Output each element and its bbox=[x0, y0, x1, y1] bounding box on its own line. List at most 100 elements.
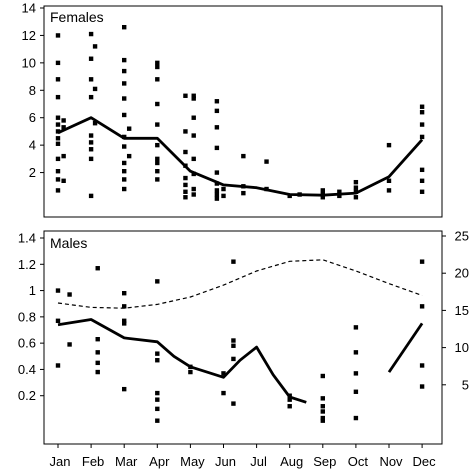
females-data-point bbox=[386, 142, 392, 148]
month-tick-label: Jul bbox=[250, 454, 267, 469]
females-data-point bbox=[61, 178, 66, 183]
females-panel: Females 2 4 6 8 10 12 14 bbox=[22, 1, 443, 218]
females-y-tick-label: 4 bbox=[29, 138, 36, 153]
females-data-point bbox=[155, 142, 160, 148]
males-data-point bbox=[419, 304, 425, 309]
females-data-point bbox=[55, 122, 61, 127]
females-data-point bbox=[320, 188, 325, 193]
males-data-point bbox=[231, 338, 236, 343]
males-data-point bbox=[353, 389, 359, 394]
females-data-point bbox=[419, 104, 425, 109]
females-data-point bbox=[191, 96, 196, 101]
females-data-point bbox=[61, 125, 66, 130]
males-y2-tick-label: 10 bbox=[455, 340, 469, 355]
females-data-point bbox=[88, 147, 94, 152]
month-tick-label: Jun bbox=[215, 454, 236, 469]
females-data-point bbox=[55, 141, 61, 146]
females-panel-title: Females bbox=[50, 9, 104, 25]
males-y-tick-label: 0.8 bbox=[18, 309, 36, 324]
females-y-tick-label: 14 bbox=[22, 1, 36, 16]
males-data-point bbox=[231, 356, 236, 362]
males-y2-tick-label: 20 bbox=[455, 266, 469, 281]
females-data-point bbox=[55, 156, 61, 162]
month-tick-label: Nov bbox=[379, 454, 403, 469]
females-data-point bbox=[353, 195, 359, 200]
females-data-point bbox=[419, 122, 425, 127]
females-data-point bbox=[155, 122, 160, 127]
females-data-point bbox=[55, 60, 61, 66]
females-data-point bbox=[155, 156, 160, 162]
females-data-point bbox=[122, 81, 127, 86]
females-data-point bbox=[92, 44, 98, 49]
males-plot-frame bbox=[43, 230, 443, 445]
females-data-point bbox=[55, 33, 61, 38]
females-data-point bbox=[214, 170, 220, 175]
females-data-point bbox=[191, 133, 196, 138]
males-data-point bbox=[287, 404, 292, 409]
males-right-y-axis: 5 10 15 20 25 bbox=[442, 229, 469, 392]
females-plot-frame bbox=[43, 5, 443, 218]
females-data-point bbox=[122, 186, 127, 192]
month-tick-label: Feb bbox=[82, 454, 104, 469]
males-y-tick-label: 1.2 bbox=[18, 257, 36, 272]
females-data-point bbox=[221, 193, 226, 199]
males-data-point bbox=[55, 288, 61, 293]
females-data-point bbox=[55, 136, 61, 141]
males-data-point bbox=[155, 351, 160, 356]
females-data-point bbox=[183, 149, 188, 155]
females-data-point bbox=[183, 93, 188, 98]
females-data-point bbox=[55, 77, 61, 82]
males-data-point bbox=[122, 304, 127, 309]
females-y-tick-label: 12 bbox=[22, 28, 36, 43]
females-data-point bbox=[191, 186, 196, 192]
females-data-point bbox=[55, 188, 61, 193]
females-data-point bbox=[241, 190, 246, 196]
females-lines bbox=[57, 116, 424, 197]
females-data-point bbox=[183, 182, 188, 188]
females-data-point bbox=[386, 178, 392, 183]
females-data-point bbox=[88, 77, 94, 82]
males-data-point bbox=[419, 259, 425, 264]
males-data-point bbox=[155, 397, 160, 402]
females-data-point bbox=[55, 94, 61, 100]
females-data-point bbox=[122, 144, 127, 149]
month-tick-label: Sep bbox=[313, 454, 336, 469]
females-data-point bbox=[191, 115, 196, 120]
females-data-point bbox=[353, 185, 359, 190]
males-data-point bbox=[95, 266, 100, 271]
males-y-tick-label: 1.4 bbox=[18, 231, 36, 246]
females-data-point bbox=[320, 195, 325, 200]
females-data-point bbox=[155, 77, 160, 82]
males-panel: Males 0.2 0.4 0.6 0.8 1 1.2 1.4 5 10 15 20 25 bbox=[18, 229, 469, 445]
males-data-point bbox=[231, 343, 236, 348]
females-y-axis: 2 4 6 8 10 12 14 bbox=[22, 1, 44, 180]
females-mean-line bbox=[57, 116, 424, 197]
males-y-tick-label: 1 bbox=[29, 283, 36, 298]
males-data-point bbox=[155, 358, 160, 363]
females-points bbox=[55, 25, 425, 201]
females-data-point bbox=[88, 140, 94, 145]
males-data-point bbox=[95, 350, 100, 355]
females-data-point bbox=[92, 86, 98, 92]
females-data-point bbox=[122, 57, 127, 63]
males-data-point bbox=[320, 409, 325, 414]
females-y-tick-label: 10 bbox=[22, 55, 36, 70]
females-data-point bbox=[122, 25, 127, 30]
males-data-point bbox=[353, 350, 359, 355]
females-data-point bbox=[241, 153, 246, 159]
males-data-point bbox=[320, 404, 325, 409]
females-data-point bbox=[122, 160, 127, 166]
females-data-point bbox=[386, 188, 392, 193]
females-data-point bbox=[92, 121, 98, 126]
males-data-point bbox=[353, 371, 359, 376]
males-data-point bbox=[155, 406, 160, 412]
females-data-point bbox=[353, 179, 359, 185]
males-data-point bbox=[231, 401, 236, 406]
males-data-point bbox=[231, 259, 236, 264]
males-data-point bbox=[419, 363, 425, 368]
females-data-point bbox=[214, 196, 220, 201]
month-tick-label: Oct bbox=[348, 454, 369, 469]
month-tick-label: May bbox=[180, 454, 205, 469]
males-mean-line bbox=[387, 322, 424, 373]
